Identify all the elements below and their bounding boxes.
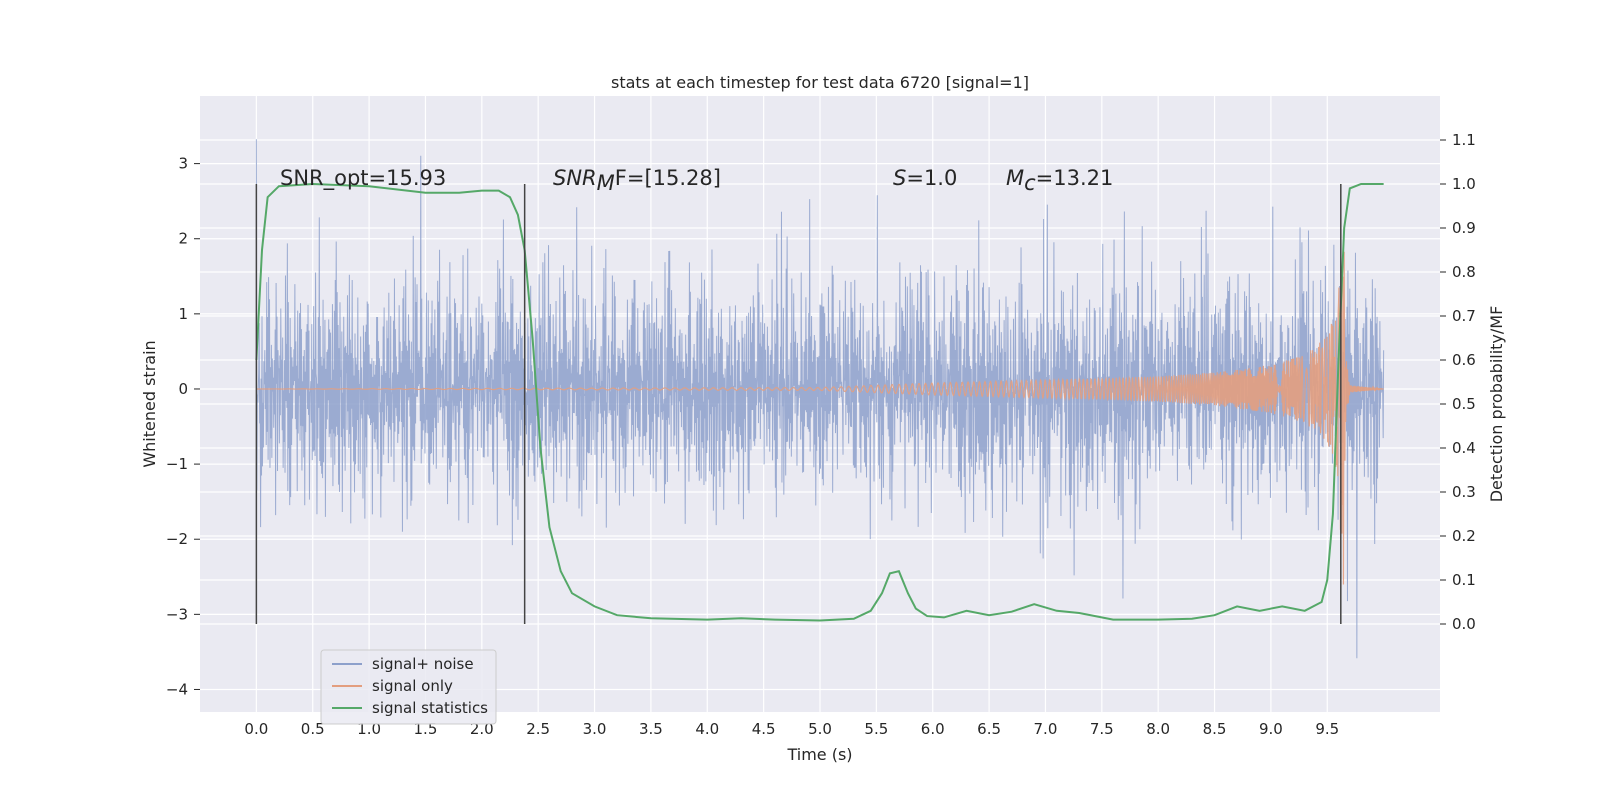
annotation-mc-rest: =13.21 (1036, 166, 1114, 190)
chart-title: stats at each timestep for test data 672… (611, 73, 1029, 92)
y-axis-ticks: −4 −3 −2 −1 0 1 2 3 (166, 155, 200, 698)
x-tick-label: 6.5 (977, 720, 1001, 738)
y2-tick-label: 1.1 (1452, 131, 1476, 149)
y-tick-label: 2 (178, 230, 188, 248)
y2-tick-label: 0.0 (1452, 615, 1476, 633)
x-tick-label: 6.0 (921, 720, 945, 738)
y-axis-label: Whitened strain (140, 340, 159, 467)
annotation-snr-mf-base: SNR (553, 166, 597, 190)
y2-tick-label: 1.0 (1452, 175, 1476, 193)
x-tick-label: 3.0 (583, 720, 607, 738)
x-tick-label: 5.5 (864, 720, 888, 738)
x-tick-label: 8.0 (1146, 720, 1170, 738)
y-tick-label: −4 (166, 680, 188, 698)
series-signal-statistics (255, 182, 1384, 622)
x-tick-label: 4.0 (695, 720, 719, 738)
legend-label-signal-only: signal only (372, 677, 453, 695)
signal-statistics-line (255, 182, 1384, 622)
x-tick-label: 5.0 (808, 720, 832, 738)
y-tick-label: 0 (178, 380, 188, 398)
y-tick-label: 1 (178, 305, 188, 323)
y-tick-label: −2 (166, 530, 188, 548)
signal-plus-noise-line (255, 139, 1385, 659)
y2-tick-label: 0.1 (1452, 571, 1476, 589)
y2-tick-label: 0.9 (1452, 219, 1476, 237)
annotation-s-base: S (893, 166, 906, 190)
x-tick-label: 3.5 (639, 720, 663, 738)
y2-tick-label: 0.6 (1452, 351, 1476, 369)
annotation-snr-mf-rest: F=[15.28] (615, 166, 721, 190)
x-tick-label: 9.5 (1315, 720, 1339, 738)
y2-tick-label: 0.4 (1452, 439, 1476, 457)
x-tick-label: 7.0 (1034, 720, 1058, 738)
y-tick-label: −1 (166, 455, 188, 473)
y2-tick-label: 0.8 (1452, 263, 1476, 281)
x-tick-label: 0.5 (301, 720, 325, 738)
y2-tick-label: 0.3 (1452, 483, 1476, 501)
signal-only-line (256, 251, 1384, 585)
x-axis-label: Time (s) (786, 745, 852, 764)
annotation-s: S=1.0 (893, 166, 957, 190)
series-signal-only (256, 251, 1384, 585)
annotation-mc-sub: c (1024, 171, 1036, 195)
legend-label-signal-plus-noise: signal+ noise (372, 655, 474, 673)
annotation-mc-base: M (1006, 166, 1024, 190)
annotation-snr-mf: SNRMF=[15.28] (553, 166, 721, 195)
annotation-s-rest: =1.0 (906, 166, 957, 190)
annotation-snr-opt: SNR_opt=15.93 (280, 166, 446, 191)
y-tick-label: 3 (178, 155, 188, 173)
x-tick-label: 2.5 (526, 720, 550, 738)
x-tick-label: 7.5 (1090, 720, 1114, 738)
legend-frame (320, 649, 497, 725)
y2-axis-ticks: 0.0 0.1 0.2 0.3 0.4 0.5 0.6 0.7 0.8 0.9 1.0 1.1 (1440, 131, 1476, 633)
y2-tick-label: 0.5 (1452, 395, 1476, 413)
legend-label-signal-statistics: signal statistics (372, 699, 488, 717)
x-tick-label: 9.0 (1259, 720, 1283, 738)
x-tick-label: 8.5 (1203, 720, 1227, 738)
y2-axis-label: Detection probability/MF (1487, 306, 1506, 503)
annotation-snr-mf-sub: M (597, 171, 615, 195)
x-tick-label: 4.5 (752, 720, 776, 738)
annotation-mc: Mc=13.21 (1006, 166, 1113, 195)
x-tick-label: 0.0 (244, 720, 268, 738)
legend: signal+ noise signal only signal statist… (320, 649, 497, 725)
vertical-markers (255, 184, 1342, 624)
y-tick-label: −3 (166, 605, 188, 623)
y2-tick-label: 0.7 (1452, 307, 1476, 325)
y2-tick-label: 0.2 (1452, 527, 1476, 545)
series-signal-plus-noise (255, 139, 1385, 659)
